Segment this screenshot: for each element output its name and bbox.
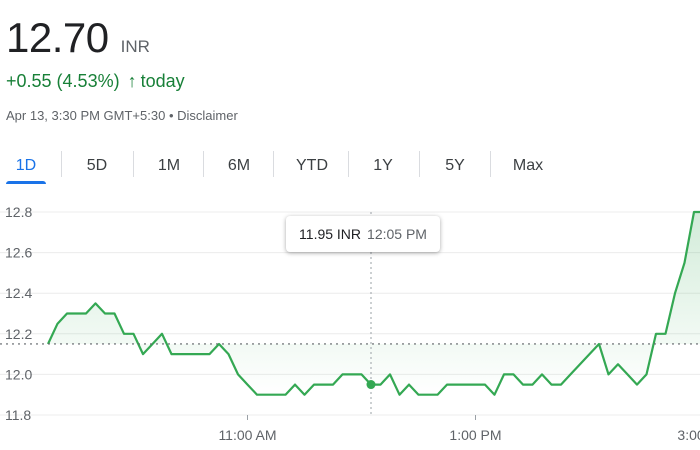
x-tick-label: 1:00 PM xyxy=(449,427,501,443)
y-tick-label: 12.0 xyxy=(5,366,32,382)
tab-1m[interactable]: 1M xyxy=(157,157,181,174)
quote-timestamp: Apr 13, 3:30 PM GMT+5:30 xyxy=(6,108,166,123)
arrow-up-icon: ↑ xyxy=(127,71,137,91)
change-value: +0.55 (4.53%) xyxy=(6,71,120,91)
hover-point xyxy=(366,380,376,390)
price-area-fill xyxy=(48,212,700,395)
hover-tooltip: 11.95 INR 12:05 PM xyxy=(286,216,440,252)
y-tick-label: 12.6 xyxy=(5,245,32,261)
meta-separator: • xyxy=(168,108,174,123)
tab-6m[interactable]: 6M xyxy=(227,157,251,174)
tooltip-time: 12:05 PM xyxy=(367,226,427,242)
tab-divider xyxy=(203,151,204,177)
price-chart[interactable]: 12.8 12.6 12.4 12.2 12.0 11.8 11:00 AM 1:00 PM 3… xyxy=(0,190,700,450)
change-period: today xyxy=(140,71,185,91)
y-tick-label: 12.4 xyxy=(5,285,32,301)
currency-code: INR xyxy=(120,37,150,56)
y-tick-label: 11.8 xyxy=(5,407,31,423)
tab-divider xyxy=(61,151,62,177)
disclaimer-link[interactable]: Disclaimer xyxy=(177,108,238,123)
tab-max[interactable]: Max xyxy=(512,157,544,174)
tab-divider xyxy=(348,151,349,177)
tab-5d[interactable]: 5D xyxy=(86,157,108,174)
tab-1d[interactable]: 1D xyxy=(6,148,46,184)
quote-header: 12.70 INR xyxy=(6,14,150,62)
tab-divider xyxy=(133,151,134,177)
x-tick-label: 11:00 AM xyxy=(218,427,276,443)
tab-1y[interactable]: 1Y xyxy=(373,157,393,174)
range-tabs: 1D 5D 1M 6M YTD 1Y 5Y Max xyxy=(0,148,700,184)
y-tick-label: 12.2 xyxy=(5,326,32,342)
tab-5y[interactable]: 5Y xyxy=(445,157,465,174)
price-line xyxy=(47,210,700,396)
current-price: 12.70 xyxy=(6,14,109,61)
quote-meta: Apr 13, 3:30 PM GMT+5:30 • Disclaimer xyxy=(6,108,238,123)
tab-divider xyxy=(273,151,274,177)
tab-ytd[interactable]: YTD xyxy=(296,157,328,174)
x-tick-label: 3:00 PM xyxy=(677,427,700,443)
price-change: +0.55 (4.53%) ↑ today xyxy=(6,71,185,92)
tooltip-price: 11.95 INR xyxy=(299,226,362,242)
tab-divider xyxy=(419,151,420,177)
y-tick-label: 12.8 xyxy=(5,204,32,220)
tab-divider xyxy=(490,151,491,177)
